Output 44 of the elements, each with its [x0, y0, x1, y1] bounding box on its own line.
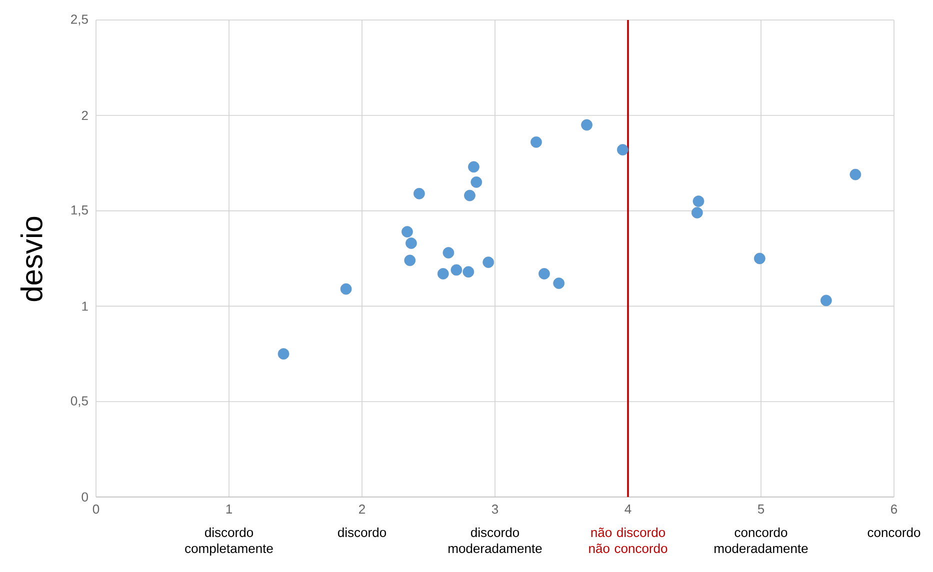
y-axis-title: desvio [20, 216, 42, 302]
point [581, 119, 592, 131]
point [470, 176, 482, 188]
point [468, 161, 480, 173]
point [820, 294, 832, 306]
ref-line-label: não discordo não concordo [589, 528, 668, 554]
point [754, 252, 766, 264]
x-tick-label: 4 [624, 504, 632, 514]
x-tick-label: 0 [92, 504, 100, 514]
point [437, 268, 449, 280]
y-tick-label: 0 [82, 492, 88, 502]
x-tick-label: 1 [226, 504, 232, 514]
point [538, 268, 550, 280]
y-tick-label: 1,5 [71, 205, 88, 216]
point [464, 190, 476, 202]
point [462, 266, 474, 278]
point [404, 254, 416, 266]
point [442, 247, 454, 258]
point [414, 188, 425, 200]
point [850, 168, 862, 180]
point [553, 278, 564, 289]
y-tick-label: 0,5 [70, 396, 88, 407]
text: discordo completamente [185, 528, 273, 556]
point [530, 136, 542, 148]
y-tick-label: 1 [82, 302, 88, 311]
x-tick-label: 6 [891, 504, 898, 514]
point [340, 283, 352, 295]
point [406, 238, 417, 249]
x-tick-label: 5 [758, 504, 764, 514]
point [482, 256, 494, 268]
x-tick-label: 3 [492, 504, 498, 514]
y-tick-label: 2,5 [71, 14, 88, 26]
point [278, 348, 290, 360]
text: concordo moderadamente [714, 528, 808, 554]
point [692, 196, 704, 207]
text: concordo [868, 528, 920, 538]
point [402, 226, 413, 238]
point [692, 207, 703, 218]
point [617, 144, 628, 156]
y-tick-label: 2 [82, 110, 88, 120]
text: discordo [338, 528, 386, 538]
text: discordo moderadamente [448, 528, 542, 554]
point [450, 264, 462, 276]
x-tick-label: 2 [359, 504, 365, 514]
